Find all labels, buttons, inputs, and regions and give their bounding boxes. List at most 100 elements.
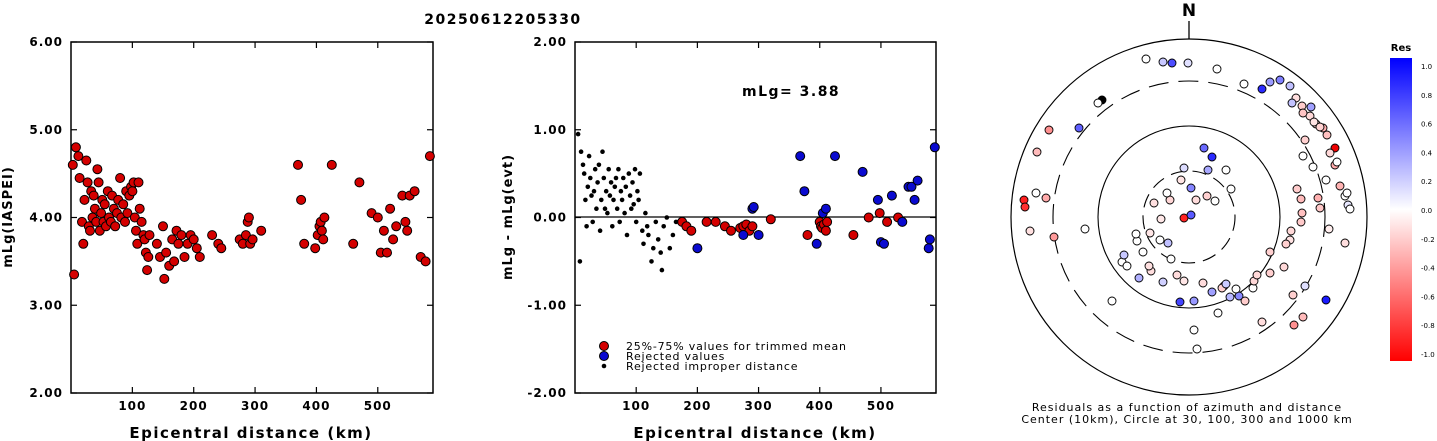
station-marker — [1131, 229, 1141, 239]
left-data-point — [310, 243, 321, 254]
left-data-point — [159, 273, 170, 284]
left-data-point — [74, 173, 85, 183]
station-marker — [1225, 292, 1235, 302]
left-data-point — [79, 194, 90, 205]
left-axis-ticks: 100 200 300 400 500 2.00 3.00 4.00 5.00 6.00 — [29, 35, 433, 413]
legend-label-rejected: Rejected values — [626, 350, 725, 363]
middle-data-point — [795, 151, 806, 162]
middle-data-point — [748, 202, 759, 212]
left-data-point — [134, 203, 145, 214]
left-data-point — [144, 230, 155, 241]
left-y-tick-label: 5.00 — [29, 123, 63, 137]
station-marker — [1296, 217, 1306, 227]
station-marker — [1179, 276, 1189, 286]
station-marker — [1257, 317, 1267, 327]
left-data-point — [118, 199, 129, 210]
middle-data-point — [857, 166, 868, 177]
station-marker — [1163, 238, 1173, 248]
left-data-point — [73, 151, 84, 162]
left-data-point — [176, 230, 187, 241]
middle-data-point — [830, 151, 840, 162]
station-marker — [1313, 193, 1323, 203]
middle-data-point — [909, 194, 920, 205]
left-data-point — [93, 177, 104, 188]
colorbar-tick-label: -0.4 — [1421, 265, 1435, 273]
middle-data-point — [655, 237, 661, 242]
colorbar-tick-label: 0.2 — [1421, 178, 1432, 186]
left-data-point — [256, 225, 267, 236]
station-marker — [1166, 254, 1176, 264]
middle-data-point — [640, 228, 645, 233]
station-marker — [1288, 290, 1298, 300]
left-data-point — [78, 238, 89, 249]
middle-data-point — [575, 131, 581, 137]
left-y-tick-label: 6.00 — [29, 35, 63, 49]
middle-data-point — [664, 215, 670, 220]
middle-data-point — [600, 149, 605, 154]
station-marker — [1308, 162, 1318, 172]
station-marker — [1300, 135, 1310, 145]
left-data-point — [348, 238, 359, 249]
station-marker — [1265, 268, 1275, 278]
middle-data-point — [659, 267, 665, 273]
middle-data-point — [595, 180, 600, 185]
station-marker — [1179, 163, 1189, 173]
station-marker — [1202, 191, 1212, 201]
station-marker — [1298, 312, 1308, 322]
middle-data-point — [603, 188, 609, 194]
colorbar-tick-label: 1.0 — [1421, 63, 1432, 71]
left-data-point — [151, 238, 162, 249]
station-marker — [1345, 204, 1355, 214]
middle-data-point — [594, 206, 599, 211]
left-y-tick-label: 4.00 — [29, 211, 63, 225]
middle-data-point — [630, 180, 635, 185]
middle-data-point — [799, 186, 810, 197]
legend-label-trimmed-mean: 25%-75% values for trimmed mean — [626, 340, 847, 353]
station-marker — [1332, 157, 1342, 167]
left-scatter-panel: 100 200 300 400 500 2.00 3.00 4.00 5.00 6.00 Epic… — [1, 35, 435, 441]
colorbar-tick-label: 0.8 — [1421, 92, 1432, 100]
middle-data-points — [575, 131, 940, 273]
left-data-point — [318, 234, 329, 245]
station-marker — [1300, 281, 1310, 291]
middle-data-point — [692, 243, 703, 254]
middle-data-point — [661, 224, 666, 229]
magnitude-annotation: mLg= 3.88 — [742, 84, 840, 100]
residual-scatter-panel: 100 200 300 400 500 -2.00 -1.00 0.00 1.00 2.00 mL… — [501, 35, 940, 441]
middle-data-point — [621, 175, 626, 181]
station-marker — [1281, 239, 1291, 249]
left-data-point — [293, 159, 303, 170]
left-data-point — [409, 186, 420, 197]
station-marker — [1265, 77, 1275, 87]
left-data-point — [131, 225, 141, 236]
left-data-point — [161, 247, 172, 258]
left-data-point — [216, 243, 227, 254]
station-marker — [1203, 165, 1213, 175]
station-marker — [1031, 188, 1041, 198]
station-marker — [1286, 226, 1296, 236]
station-marker — [1074, 123, 1084, 133]
station-marker — [1041, 193, 1051, 203]
left-data-point — [207, 230, 218, 241]
left-y-tick-label: 3.00 — [29, 298, 63, 312]
left-data-point — [247, 234, 258, 245]
middle-data-point — [624, 232, 630, 238]
middle-data-point — [578, 149, 584, 154]
middle-data-point — [627, 193, 633, 198]
middle-data-point — [863, 212, 874, 223]
left-data-point — [243, 212, 254, 223]
station-marker — [1145, 228, 1155, 238]
middle-data-point — [606, 166, 611, 172]
figure-title: 20250612205330 — [424, 12, 581, 28]
middle-data-point — [726, 225, 736, 236]
circle-100km — [1097, 125, 1281, 309]
station-marker — [1285, 81, 1295, 91]
left-y-tick-label: 2.00 — [29, 386, 63, 400]
middle-data-point — [581, 171, 587, 176]
station-marker — [1138, 247, 1148, 257]
station-marker — [1287, 98, 1297, 108]
station-marker — [1032, 147, 1042, 157]
station-marker — [1155, 235, 1165, 245]
station-marker — [1134, 273, 1144, 283]
